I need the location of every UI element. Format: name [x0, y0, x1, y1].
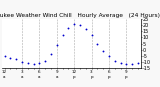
Point	[96, 43, 99, 44]
Point	[137, 62, 139, 64]
Point	[21, 61, 23, 62]
Point	[3, 55, 6, 56]
Point	[131, 64, 133, 65]
Point	[44, 60, 46, 61]
Point	[50, 54, 52, 55]
Point	[32, 64, 35, 65]
Point	[61, 34, 64, 36]
Point	[113, 60, 116, 61]
Point	[26, 62, 29, 64]
Point	[90, 34, 93, 36]
Point	[55, 44, 58, 45]
Point	[102, 50, 104, 52]
Point	[9, 57, 12, 59]
Point	[38, 62, 41, 64]
Point	[84, 28, 87, 30]
Point	[119, 62, 122, 64]
Point	[73, 23, 75, 25]
Title: Milwaukee Weather Wind Chill   Hourly Average   (24 Hours): Milwaukee Weather Wind Chill Hourly Aver…	[0, 13, 160, 18]
Point	[67, 27, 70, 28]
Point	[125, 64, 128, 65]
Point	[15, 59, 17, 60]
Point	[79, 25, 81, 26]
Point	[108, 55, 110, 56]
